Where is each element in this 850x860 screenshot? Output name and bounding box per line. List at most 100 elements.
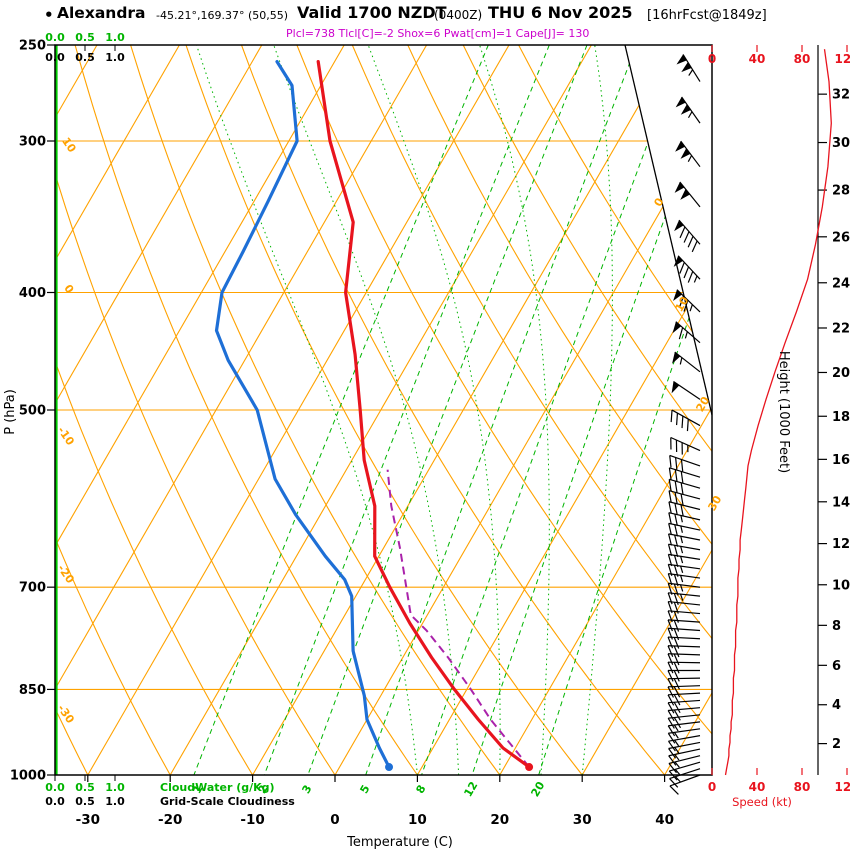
dry-adiabat-line: [55, 45, 336, 775]
cloudwater-scale-label: 0.0: [45, 781, 65, 794]
height-tick-label: 14: [832, 495, 850, 510]
height-tick-label: 4: [832, 698, 841, 713]
temperature-tick-label: 40: [655, 812, 674, 828]
moist-adiabat-line: [273, 45, 460, 775]
isotherm-line: [55, 45, 428, 775]
chart-frame: [47, 44, 848, 782]
mixing-ratio-label: 8: [413, 783, 428, 796]
dry-adiabat-line: [130, 45, 501, 775]
height-tick-label: 22: [832, 321, 850, 336]
valid-time-utc: (0400Z): [434, 8, 483, 22]
temperature-tick-label: -30: [76, 812, 100, 828]
height-tick-label: 6: [832, 659, 841, 674]
temperature-curve: [316, 60, 531, 769]
temperature-tick-label: -20: [158, 812, 182, 828]
isotherm-line: [169, 45, 592, 775]
height-tick-label: 8: [832, 619, 841, 634]
height-tick-label: 20: [832, 366, 850, 381]
cloudiness-scale-label: 0.5: [75, 795, 95, 808]
mixing-ratio-label: 12: [462, 779, 481, 799]
dry-adiabat-line: [407, 45, 712, 775]
wind-speed-curve: [724, 49, 832, 776]
speed-tick-label: 120: [834, 780, 850, 794]
pressure-axis-title: P (hPa): [3, 389, 18, 435]
isotherm-line: [416, 45, 712, 775]
mixing-ratio-line: [193, 45, 489, 775]
temperature-tick-label: 30: [573, 812, 592, 828]
isotherm-line: [55, 45, 180, 775]
cloudiness-scale-label: 0.0: [45, 51, 65, 64]
isotherm-line: [87, 45, 510, 775]
isotherm-line: [55, 45, 345, 775]
dry-adiabat-label: 10: [59, 135, 79, 155]
pressure-tick-label: 250: [19, 39, 46, 54]
dry-adiabat-label: -10: [55, 424, 77, 448]
axis-labels: 2468101214161820222426283032250300400500…: [3, 31, 850, 850]
height-tick-label: 28: [832, 184, 850, 199]
height-tick-label: 26: [832, 230, 850, 245]
forecast-info: [16hrFcst@1849z]: [647, 8, 767, 23]
cloudwater-scale-label: 1.0: [105, 781, 125, 794]
speed-tick-label: 80: [794, 780, 811, 794]
dry-adiabat-line: [462, 45, 712, 775]
station-name: Alexandra: [57, 4, 146, 22]
height-tick-label: 30: [832, 136, 850, 151]
dry-adiabat-line: [55, 45, 171, 775]
height-tick-label: 24: [832, 276, 850, 291]
sounding-profiles: [214, 60, 534, 772]
background-grid: [55, 45, 712, 775]
mixing-ratio-label: 20: [529, 779, 548, 799]
surface-temperature-dot: [525, 763, 534, 772]
moist-adiabat-line: [196, 45, 418, 775]
mixing-ratio-label: 3: [299, 783, 314, 796]
pressure-tick-label: 500: [19, 404, 46, 419]
cloudiness-title: Grid-Scale Cloudiness: [160, 795, 295, 808]
height-tick-label: 10: [832, 578, 850, 593]
height-tick-label: 16: [832, 453, 850, 468]
dry-adiabat-line: [185, 45, 583, 775]
mixing-ratio-line: [263, 45, 550, 775]
cloudwater-scale-label: 0.5: [75, 781, 95, 794]
dewpoint-curve: [214, 60, 391, 769]
speed-tick-label: 40: [749, 780, 766, 794]
cloudwater-title: CloudWater (g/Kg): [160, 781, 275, 794]
dry-adiabat-line: [74, 45, 418, 775]
dry-adiabat-label: 0: [61, 282, 76, 296]
moist-adiabat-line: [367, 45, 501, 775]
cloudwater-scale-label: 0.0: [45, 31, 65, 44]
speed-tick-label: 0: [708, 52, 716, 66]
pressure-tick-label: 300: [19, 135, 46, 150]
speed-axis-title: Speed (kt): [732, 795, 792, 809]
cloudwater-scale-label: 0.5: [75, 31, 95, 44]
height-tick-label: 12: [832, 537, 850, 552]
speed-tick-label: 120: [834, 52, 850, 66]
dry-adiabat-line: [55, 45, 254, 775]
isotherm-line: [252, 45, 675, 775]
cloudwater-scale-label: 1.0: [105, 31, 125, 44]
isotherm-label: 30: [706, 493, 725, 513]
pressure-tick-label: 850: [19, 683, 46, 698]
pressure-tick-label: 700: [19, 581, 46, 596]
dry-adiabat-line: [351, 45, 712, 775]
parcel-path-curve: [386, 469, 530, 768]
isotherm-line: [55, 45, 263, 775]
mixing-ratio-line: [471, 45, 712, 775]
cloudiness-scale-label: 0.0: [45, 795, 65, 808]
temperature-tick-label: 20: [490, 812, 509, 828]
moist-adiabat-line: [581, 45, 613, 775]
mixing-ratio-line: [538, 45, 712, 775]
height-axis-title: Height (1000 Feet): [776, 351, 791, 473]
height-tick-label: 32: [832, 88, 850, 103]
height-tick-label: 2: [832, 737, 841, 752]
dry-adiabat-line: [518, 45, 712, 775]
speed-tick-label: 0: [708, 780, 716, 794]
temperature-axis-title: Temperature (C): [346, 835, 453, 850]
mixing-ratio-label: 5: [357, 783, 372, 796]
station-bullet-icon: •: [44, 6, 54, 24]
surface-dewpoint-dot: [385, 763, 394, 772]
temperature-tick-label: -10: [240, 812, 264, 828]
speed-tick-label: 80: [794, 52, 811, 66]
pressure-tick-label: 400: [19, 286, 46, 301]
